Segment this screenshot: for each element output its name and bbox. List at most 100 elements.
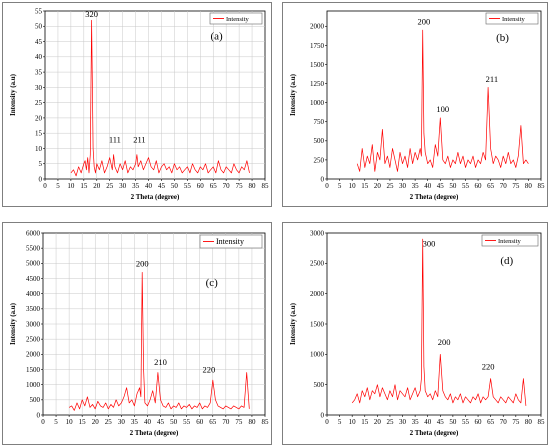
x-tick-label: 15 (361, 182, 369, 190)
legend-box (485, 12, 539, 25)
peak-label: 300 (423, 238, 436, 248)
x-tick-label: 30 (399, 182, 407, 190)
x-tick-label: 85 (538, 182, 546, 190)
x-tick-label: 55 (462, 182, 470, 190)
chart-panel-d: 0 5 10 15 20 25 30 35 40 45 50 55 60 65 70 75 80 85 0 500 10… (282, 222, 548, 445)
y-tick-label: 3000 (26, 320, 41, 328)
x-tick-label: 75 (512, 182, 520, 190)
y-tick-label: 1500 (310, 61, 325, 69)
legend-box (209, 12, 263, 25)
x-tick-label: 0 (325, 182, 329, 190)
peak-label: 200 (438, 337, 451, 347)
panel-label: (d) (500, 255, 513, 267)
y-tick-label: 750 (314, 118, 325, 126)
series-line-intensity (68, 272, 250, 411)
x-tick-label: 25 (386, 418, 394, 426)
y-axis-title: Intensity (a.u) (289, 73, 297, 116)
peak-label: 210 (154, 357, 167, 367)
y-axis-title: Intensity (a.u) (9, 73, 17, 116)
y-tick-label: 2000 (310, 23, 325, 31)
x-tick-label: 65 (487, 418, 495, 426)
x-tick-label: 25 (106, 182, 114, 190)
peak-label: 320 (85, 9, 98, 19)
x-tick-label: 10 (67, 182, 75, 190)
x-tick-label: 30 (399, 418, 407, 426)
x-tick-label: 75 (235, 418, 243, 426)
x-tick-label: 85 (262, 182, 270, 190)
x-tick-label: 70 (500, 182, 508, 190)
y-tick-label: 1500 (26, 366, 41, 374)
legend-box (481, 234, 539, 247)
legend: Intensity (485, 12, 539, 25)
x-tick-label: 25 (386, 182, 394, 190)
series-line-intensity (356, 29, 529, 172)
x-tick-label: 35 (132, 182, 140, 190)
x-tick-label: 10 (349, 418, 357, 426)
y-tick-label: 50 (35, 23, 43, 31)
y-tick-label: 1500 (310, 320, 325, 328)
plot-area-a (44, 10, 266, 180)
x-tick-label: 60 (475, 182, 483, 190)
chart-panel-c: 0 5 10 15 20 25 30 35 40 45 50 55 60 65 70 75 80 85 0 500 10… (2, 222, 272, 445)
x-tick-label: 20 (374, 182, 382, 190)
y-tick-label: 5500 (26, 245, 41, 253)
y-tick-label: 2000 (26, 351, 41, 359)
y-tick-label: 25 (35, 99, 43, 107)
y-tick-label: 1250 (310, 80, 325, 88)
x-tick-label: 5 (56, 182, 60, 190)
x-axis-title: 2 Theta (degree) (410, 193, 459, 201)
y-axis-title: Intensity (a.u) (9, 302, 17, 345)
chart-c-svg: 0 5 10 15 20 25 30 35 40 45 50 55 60 65 70 75 80 85 0 500 10… (9, 229, 270, 437)
x-tick-label: 30 (119, 182, 127, 190)
y-tick-label: 500 (30, 396, 41, 404)
x-tick-label: 75 (512, 418, 520, 426)
y-tick-label: 500 (314, 137, 325, 145)
chart-b-svg: 0 5 10 15 20 25 30 35 40 45 50 55 60 65 70 75 80 85 0 250 50… (289, 10, 546, 201)
x-tick-label: 35 (412, 418, 420, 426)
y-tick-label: 5 (39, 160, 43, 168)
x-tick-label: 15 (361, 418, 369, 426)
peak-label: 220 (202, 365, 215, 375)
x-tick-label: 80 (249, 182, 257, 190)
x-tick-label: 0 (43, 182, 47, 190)
legend: Intensity (199, 234, 263, 249)
x-tick-label: 45 (157, 418, 165, 426)
x-axis-title: 2 Theta (degree) (131, 193, 180, 201)
y-tick-label: 0 (321, 411, 325, 419)
x-tick-label: 65 (487, 182, 495, 190)
x-tick-label: 55 (184, 182, 192, 190)
x-tick-label: 60 (197, 182, 205, 190)
y-tick-label: 10 (35, 145, 43, 153)
x-tick-label: 5 (338, 182, 342, 190)
peak-label: 211 (486, 74, 498, 84)
x-axis-title: 2 Theta (degree) (410, 429, 459, 437)
x-tick-label: 20 (93, 182, 101, 190)
x-tick-label: 70 (500, 418, 508, 426)
x-tick-label: 50 (170, 418, 178, 426)
peak-label: 100 (436, 104, 449, 114)
legend: Intensity (481, 234, 539, 247)
x-tick-label: 50 (449, 182, 457, 190)
x-tick-label: 65 (209, 418, 217, 426)
panel-label: (b) (496, 32, 509, 44)
x-tick-label: 75 (236, 182, 244, 190)
x-tick-label: 60 (196, 418, 204, 426)
y-tick-label: 0 (321, 175, 325, 183)
x-tick-label: 20 (374, 418, 382, 426)
x-tick-label: 80 (248, 418, 256, 426)
x-tick-label: 45 (437, 182, 445, 190)
x-tick-label: 10 (349, 182, 357, 190)
chart-d-svg: 0 5 10 15 20 25 30 35 40 45 50 55 60 65 70 75 80 85 0 500 10… (289, 229, 546, 437)
peak-label: 211 (133, 134, 145, 144)
y-tick-label: 6000 (26, 229, 41, 237)
legend-label: Intensity (498, 238, 521, 245)
peak-label: 111 (109, 134, 121, 144)
x-tick-label: 85 (262, 418, 270, 426)
peak-label: 200 (418, 17, 431, 27)
x-tick-label: 55 (462, 418, 470, 426)
y-tick-label: 250 (314, 156, 325, 164)
y-tick-label: 3500 (26, 305, 41, 313)
x-tick-label: 80 (525, 182, 533, 190)
legend-label: Intensity (216, 237, 244, 246)
x-tick-label: 85 (538, 418, 546, 426)
